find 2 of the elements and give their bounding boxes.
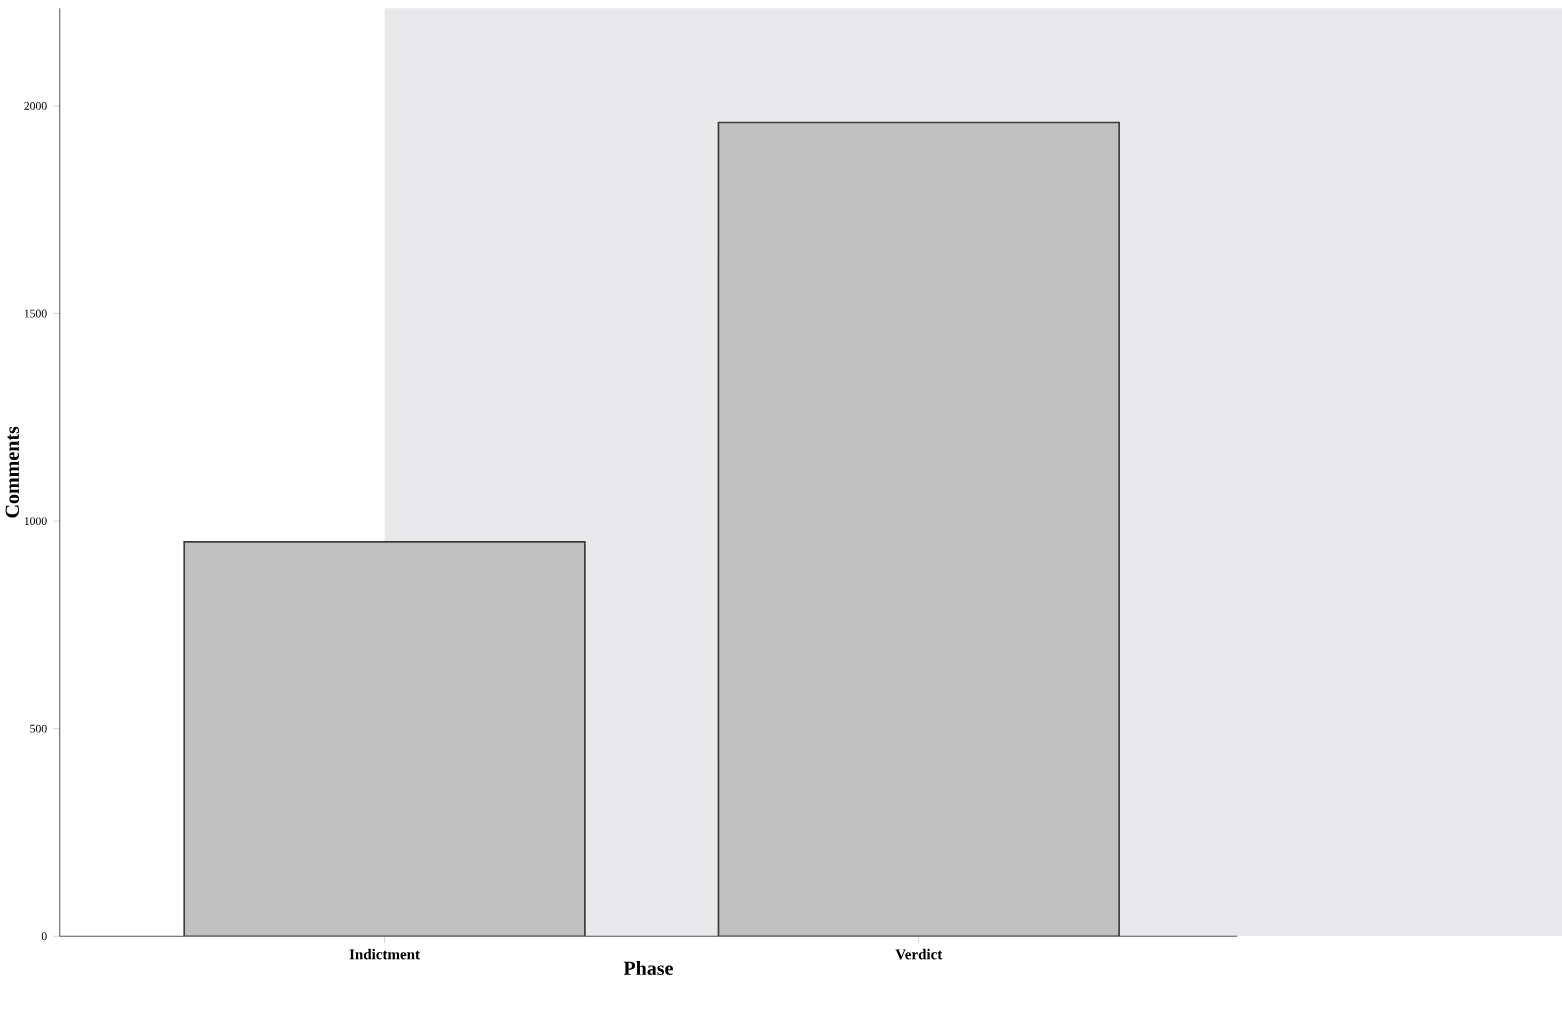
x-axis-title: Phase bbox=[623, 961, 673, 976]
y-axis-title: Comments bbox=[5, 427, 20, 518]
